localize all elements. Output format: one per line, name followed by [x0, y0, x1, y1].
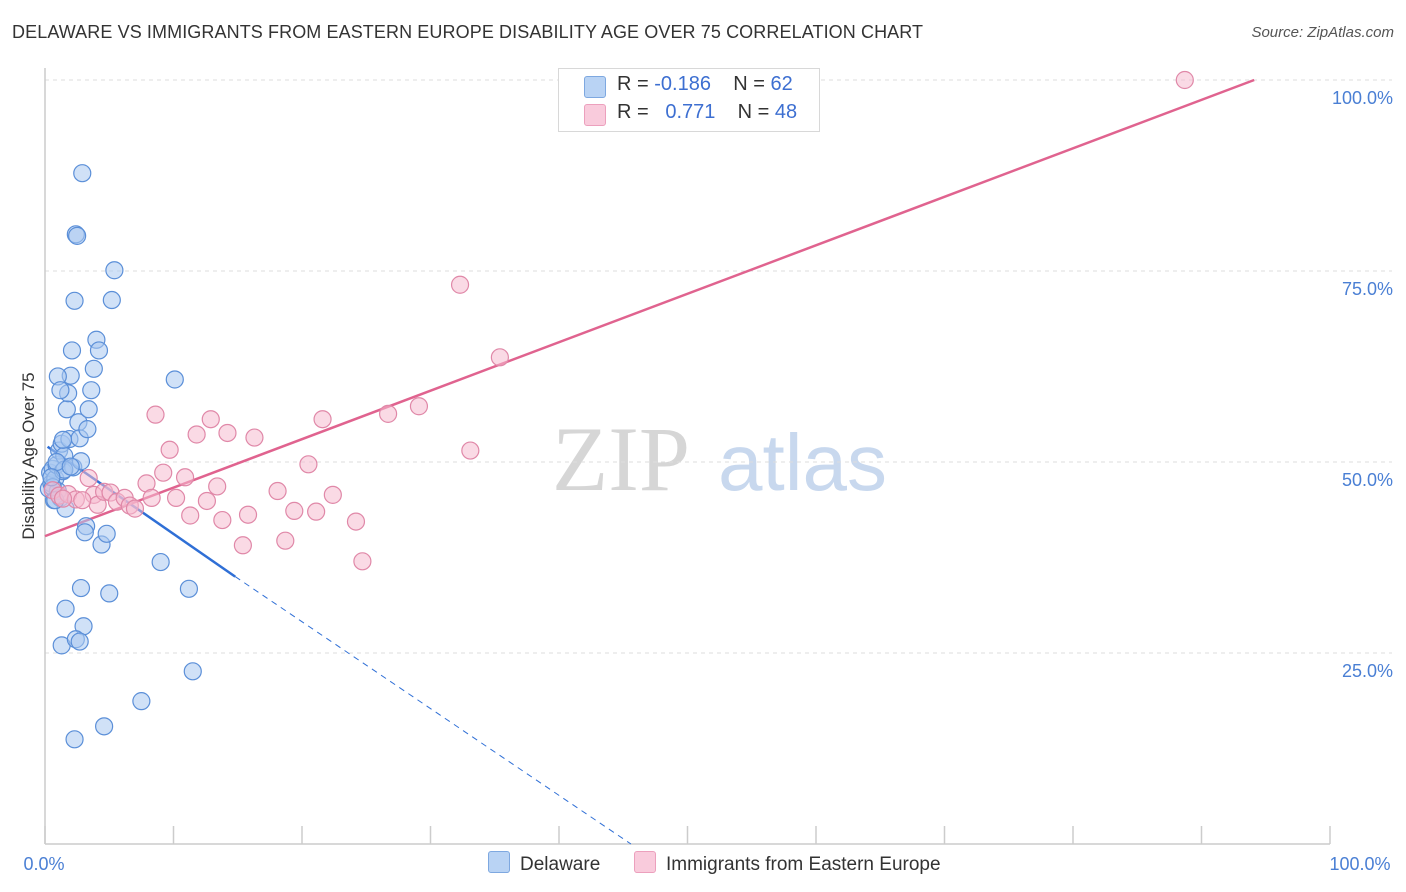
legend-r-label: R =: [617, 73, 649, 95]
grid: [45, 79, 1392, 654]
point-delaware: [165, 370, 184, 389]
point-immigrants: [490, 348, 509, 367]
point-immigrants: [276, 531, 295, 550]
legend-n-label: N =: [733, 73, 765, 95]
point-immigrants: [299, 455, 318, 474]
point-immigrants: [285, 501, 304, 520]
point-delaware: [65, 730, 84, 749]
point-immigrants: [268, 481, 287, 501]
x-tick-label-max: 100.0%: [1329, 854, 1390, 874]
bottom-legend-label-delaware: Delaware: [520, 854, 601, 875]
watermark-zip: ZIP: [552, 408, 690, 510]
point-immigrants: [146, 405, 165, 424]
point-immigrants: [197, 491, 217, 511]
point-immigrants: [238, 505, 258, 524]
point-delaware: [68, 226, 87, 245]
point-delaware: [53, 430, 73, 449]
point-delaware: [78, 420, 97, 439]
point-immigrants: [160, 440, 179, 459]
point-immigrants: [208, 477, 227, 496]
x-ticks: [44, 826, 1331, 844]
y-tick-label-75: 75.0%: [1342, 279, 1393, 299]
point-delaware: [65, 291, 84, 310]
series-delaware: [39, 164, 202, 749]
point-delaware: [61, 457, 80, 476]
bottom-legend-swatch-blue: [488, 851, 510, 873]
legend-swatch-blue: [584, 76, 606, 98]
legend: R = -0.186 N = 62 R = 0.771 N = 48: [558, 68, 820, 132]
bottom-legend-immigrants: Immigrants from Eastern Europe: [634, 851, 941, 876]
point-delaware: [102, 290, 121, 310]
point-immigrants: [233, 536, 252, 555]
series-immigrants: [43, 70, 1194, 571]
legend-r-label: R =: [617, 101, 649, 123]
source-note: Source: ZipAtlas.com: [1251, 24, 1394, 41]
point-immigrants: [125, 499, 145, 518]
point-immigrants: [175, 468, 195, 487]
point-immigrants: [1175, 70, 1194, 90]
point-immigrants: [181, 506, 200, 525]
trend-line-immigrants: [44, 78, 1255, 538]
point-delaware: [75, 523, 94, 542]
point-immigrants: [218, 423, 237, 443]
point-delaware: [105, 261, 124, 280]
point-immigrants: [346, 512, 366, 531]
point-immigrants: [323, 485, 342, 504]
legend-n-label: N =: [737, 101, 770, 123]
point-immigrants: [73, 491, 92, 510]
point-immigrants: [187, 425, 206, 444]
point-immigrants: [353, 552, 372, 571]
y-tick-label-50: 50.0%: [1342, 470, 1393, 490]
point-immigrants: [378, 404, 398, 423]
point-delaware: [100, 584, 119, 603]
point-immigrants: [79, 468, 98, 488]
point-delaware: [84, 359, 103, 378]
bottom-legend-delaware: Delaware: [488, 851, 600, 876]
y-tick-labels: 25.0% 50.0% 75.0% 100.0%: [1332, 88, 1393, 681]
x-tick-label-min: 0.0%: [23, 854, 64, 874]
point-delaware: [70, 632, 89, 651]
point-delaware: [51, 381, 70, 400]
point-delaware: [183, 662, 202, 681]
legend-n-value: 62: [770, 73, 793, 95]
y-axis-title: Disability Age Over 75: [19, 372, 38, 539]
point-immigrants: [450, 275, 470, 294]
point-immigrants: [53, 489, 73, 508]
point-immigrants: [307, 502, 326, 521]
point-immigrants: [461, 441, 480, 460]
point-immigrants: [409, 397, 429, 416]
trend-line-delaware-extension: [234, 576, 632, 845]
bottom-legend-swatch-pink: [634, 851, 656, 873]
watermark: ZIP atlas: [552, 408, 887, 510]
point-delaware: [79, 400, 98, 419]
point-delaware: [71, 578, 91, 598]
point-immigrants: [213, 510, 232, 530]
point-immigrants: [142, 488, 161, 508]
point-delaware: [73, 164, 92, 183]
point-immigrants: [245, 428, 264, 447]
legend-r-value: -0.186: [654, 73, 711, 95]
watermark-atlas: atlas: [718, 418, 887, 507]
point-delaware: [179, 579, 199, 598]
point-delaware: [82, 381, 101, 400]
point-delaware: [151, 552, 170, 572]
point-delaware: [56, 599, 75, 618]
point-immigrants: [201, 410, 220, 429]
bottom-legend-label-immigrants: Immigrants from Eastern Europe: [666, 854, 941, 875]
point-delaware: [132, 692, 151, 711]
legend-n-value: 48: [774, 101, 798, 123]
legend-r-value: 0.771: [665, 101, 716, 123]
point-immigrants: [154, 463, 173, 482]
point-delaware: [97, 524, 116, 543]
legend-swatch-pink: [584, 104, 606, 126]
point-immigrants: [313, 410, 332, 429]
y-tick-label-25: 25.0%: [1342, 661, 1393, 681]
chart-title: DELAWARE VS IMMIGRANTS FROM EASTERN EURO…: [12, 22, 924, 42]
point-immigrants: [166, 488, 186, 508]
point-delaware: [95, 717, 114, 736]
point-delaware: [62, 341, 82, 360]
y-tick-label-100: 100.0%: [1332, 88, 1393, 108]
point-delaware: [89, 341, 109, 360]
